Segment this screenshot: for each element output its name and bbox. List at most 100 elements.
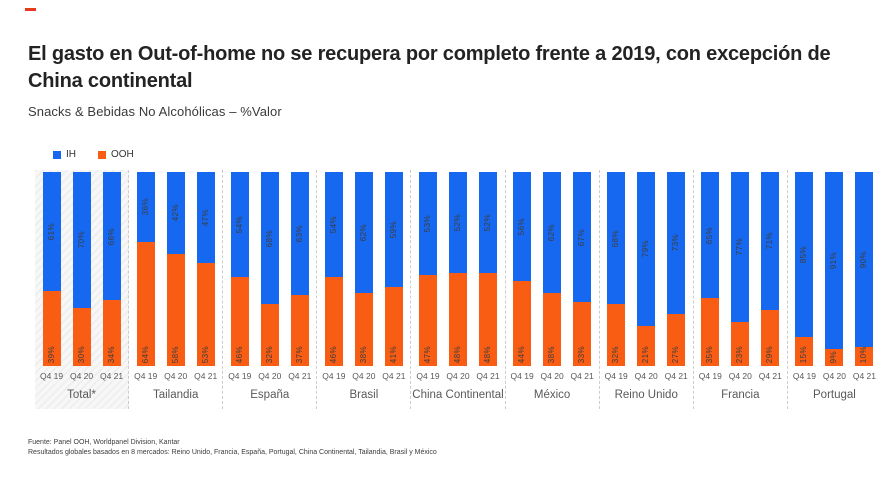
bar-column: 52% 48% Q4 21: [476, 172, 500, 380]
bar-segment-ih: 67%: [573, 172, 592, 303]
stacked-bar: 54% 46%: [230, 172, 249, 367]
bar-column: 61% 39% Q4 19: [40, 172, 63, 380]
x-tick-label: Q4 19: [604, 370, 628, 381]
stacked-bar: 79% 21%: [637, 172, 656, 367]
stacked-bar: 61% 39%: [42, 172, 61, 367]
bar-column: 47% 53% Q4 21: [194, 172, 217, 380]
stacked-bar-chart: 61% 39% Q4 19 70% 30% Q4 20 66% 34% Q4 21 Total* 3…: [35, 170, 881, 409]
x-tick-label: Q4 21: [288, 370, 312, 381]
x-tick-label: Q4 21: [570, 370, 594, 381]
bar-cluster: 68% 32% Q4 19 79% 21% Q4 20 73% 27% Q4 21: [600, 172, 693, 380]
bar-value-label: 44%: [517, 346, 527, 364]
bar-segment-ih: 47%: [196, 172, 215, 264]
stacked-bar: 36% 64%: [136, 172, 155, 367]
bar-segment-ooh: 37%: [290, 294, 309, 367]
x-tick-label: Q4 19: [228, 370, 252, 381]
bar-value-label: 71%: [765, 232, 775, 250]
legend-swatch-ooh-icon: [98, 150, 106, 159]
bar-segment-ooh: 53%: [196, 263, 215, 367]
x-tick-label: Q4 20: [352, 370, 376, 381]
stacked-bar: 68% 32%: [260, 172, 279, 367]
bar-segment-ooh: 32%: [607, 304, 626, 367]
bar-cluster: 54% 46% Q4 19 62% 38% Q4 20 59% 41% Q4 21: [317, 172, 410, 380]
group-label: Reino Unido: [614, 389, 678, 401]
chart-group-total: 61% 39% Q4 19 70% 30% Q4 20 66% 34% Q4 21 Total*: [35, 170, 130, 409]
legend-item-ih: IH: [53, 149, 76, 160]
bar-column: 63% 37% Q4 21: [288, 172, 312, 381]
bar-segment-ooh: 47%: [418, 275, 437, 367]
bar-value-label: 52%: [482, 213, 492, 232]
bar-column: 65% 35% Q4 19: [699, 172, 722, 380]
x-tick-label: Q4 21: [758, 370, 782, 381]
bar-segment-ih: 73%: [667, 172, 686, 314]
bar-segment-ih: 77%: [731, 172, 750, 322]
stacked-bar: 53% 47%: [418, 172, 437, 367]
bar-value-label: 56%: [517, 217, 527, 236]
bar-segment-ih: 65%: [701, 172, 720, 299]
bar-value-label: 15%: [799, 346, 809, 364]
bar-column: 62% 38% Q4 20: [352, 172, 376, 381]
bar-value-label: 85%: [799, 246, 809, 264]
bar-column: 42% 58% Q4 20: [164, 172, 187, 380]
bar-value-label: 48%: [482, 346, 492, 364]
bar-segment-ooh: 39%: [42, 290, 61, 367]
stacked-bar: 59% 41%: [384, 172, 403, 367]
bar-segment-ooh: 33%: [573, 302, 592, 367]
bar-value-label: 68%: [264, 229, 274, 247]
x-tick-label: Q4 21: [99, 370, 124, 381]
stacked-bar: 70% 30%: [72, 172, 91, 367]
bar-segment-ih: 63%: [290, 172, 309, 295]
stacked-bar: 65% 35%: [701, 172, 720, 367]
bar-segment-ih: 66%: [102, 172, 121, 301]
bar-value-label: 33%: [577, 346, 587, 364]
bar-value-label: 30%: [76, 346, 86, 364]
chart-group-brasil: 54% 46% Q4 19 62% 38% Q4 20 59% 41% Q4 21 Brasil: [317, 170, 412, 409]
stacked-bar: 52% 48%: [448, 172, 467, 367]
bar-segment-ooh: 32%: [260, 304, 279, 367]
legend-item-ooh: OOH: [98, 149, 134, 160]
legend-label-ooh: OOH: [111, 149, 134, 160]
bar-value-label: 21%: [641, 346, 651, 364]
bar-value-label: 58%: [170, 346, 180, 364]
chart-group-méxico: 56% 44% Q4 19 62% 38% Q4 20 67% 33% Q4 21 México: [506, 170, 600, 409]
bar-segment-ooh: 15%: [795, 337, 814, 367]
bar-value-label: 77%: [735, 238, 745, 256]
bar-value-label: 64%: [140, 346, 150, 364]
x-tick-label: Q4 19: [510, 370, 534, 381]
bar-value-label: 53%: [422, 214, 432, 233]
bar-segment-ooh: 64%: [136, 242, 155, 367]
bar-value-label: 29%: [765, 346, 775, 364]
bar-segment-ooh: 10%: [855, 346, 874, 367]
bar-value-label: 23%: [735, 346, 745, 364]
legend-label-ih: IH: [66, 149, 76, 160]
group-label: Tailandia: [152, 389, 199, 401]
x-tick-label: Q4 20: [822, 370, 846, 381]
stacked-bar: 54% 46%: [324, 172, 343, 367]
bar-segment-ooh: 21%: [637, 325, 656, 367]
bar-cluster: 85% 15% Q4 19 91% 9% Q4 20 90% 10% Q4 21: [788, 172, 881, 380]
bar-column: 52% 48% Q4 20: [446, 172, 470, 381]
x-tick-label: Q4 19: [416, 370, 440, 381]
bar-column: 68% 32% Q4 20: [258, 172, 281, 380]
x-tick-label: Q4 21: [664, 370, 688, 381]
bar-segment-ih: 68%: [260, 172, 279, 305]
bar-segment-ih: 91%: [825, 172, 844, 349]
bar-segment-ih: 52%: [478, 172, 497, 274]
bar-column: 59% 41% Q4 21: [382, 172, 405, 380]
x-tick-label: Q4 20: [69, 370, 94, 381]
bar-segment-ih: 62%: [354, 172, 373, 293]
group-label: Brasil: [349, 389, 379, 401]
bar-value-label: 10%: [859, 346, 869, 364]
bar-value-label: 48%: [452, 346, 462, 364]
stacked-bar: 90% 10%: [855, 172, 874, 367]
bar-segment-ooh: 58%: [166, 253, 185, 367]
bar-segment-ih: 56%: [513, 172, 532, 281]
bar-value-label: 32%: [264, 346, 274, 364]
bar-column: 79% 21% Q4 20: [635, 172, 658, 380]
chart-group-reino-unido: 68% 32% Q4 19 79% 21% Q4 20 73% 27% Q4 21 Reino U…: [600, 170, 694, 409]
bar-segment-ih: 68%: [607, 172, 626, 305]
bar-column: 54% 46% Q4 19: [228, 172, 252, 381]
x-tick-label: Q4 20: [446, 370, 470, 381]
x-tick-label: Q4 19: [134, 370, 158, 381]
bar-segment-ih: 70%: [72, 172, 91, 309]
